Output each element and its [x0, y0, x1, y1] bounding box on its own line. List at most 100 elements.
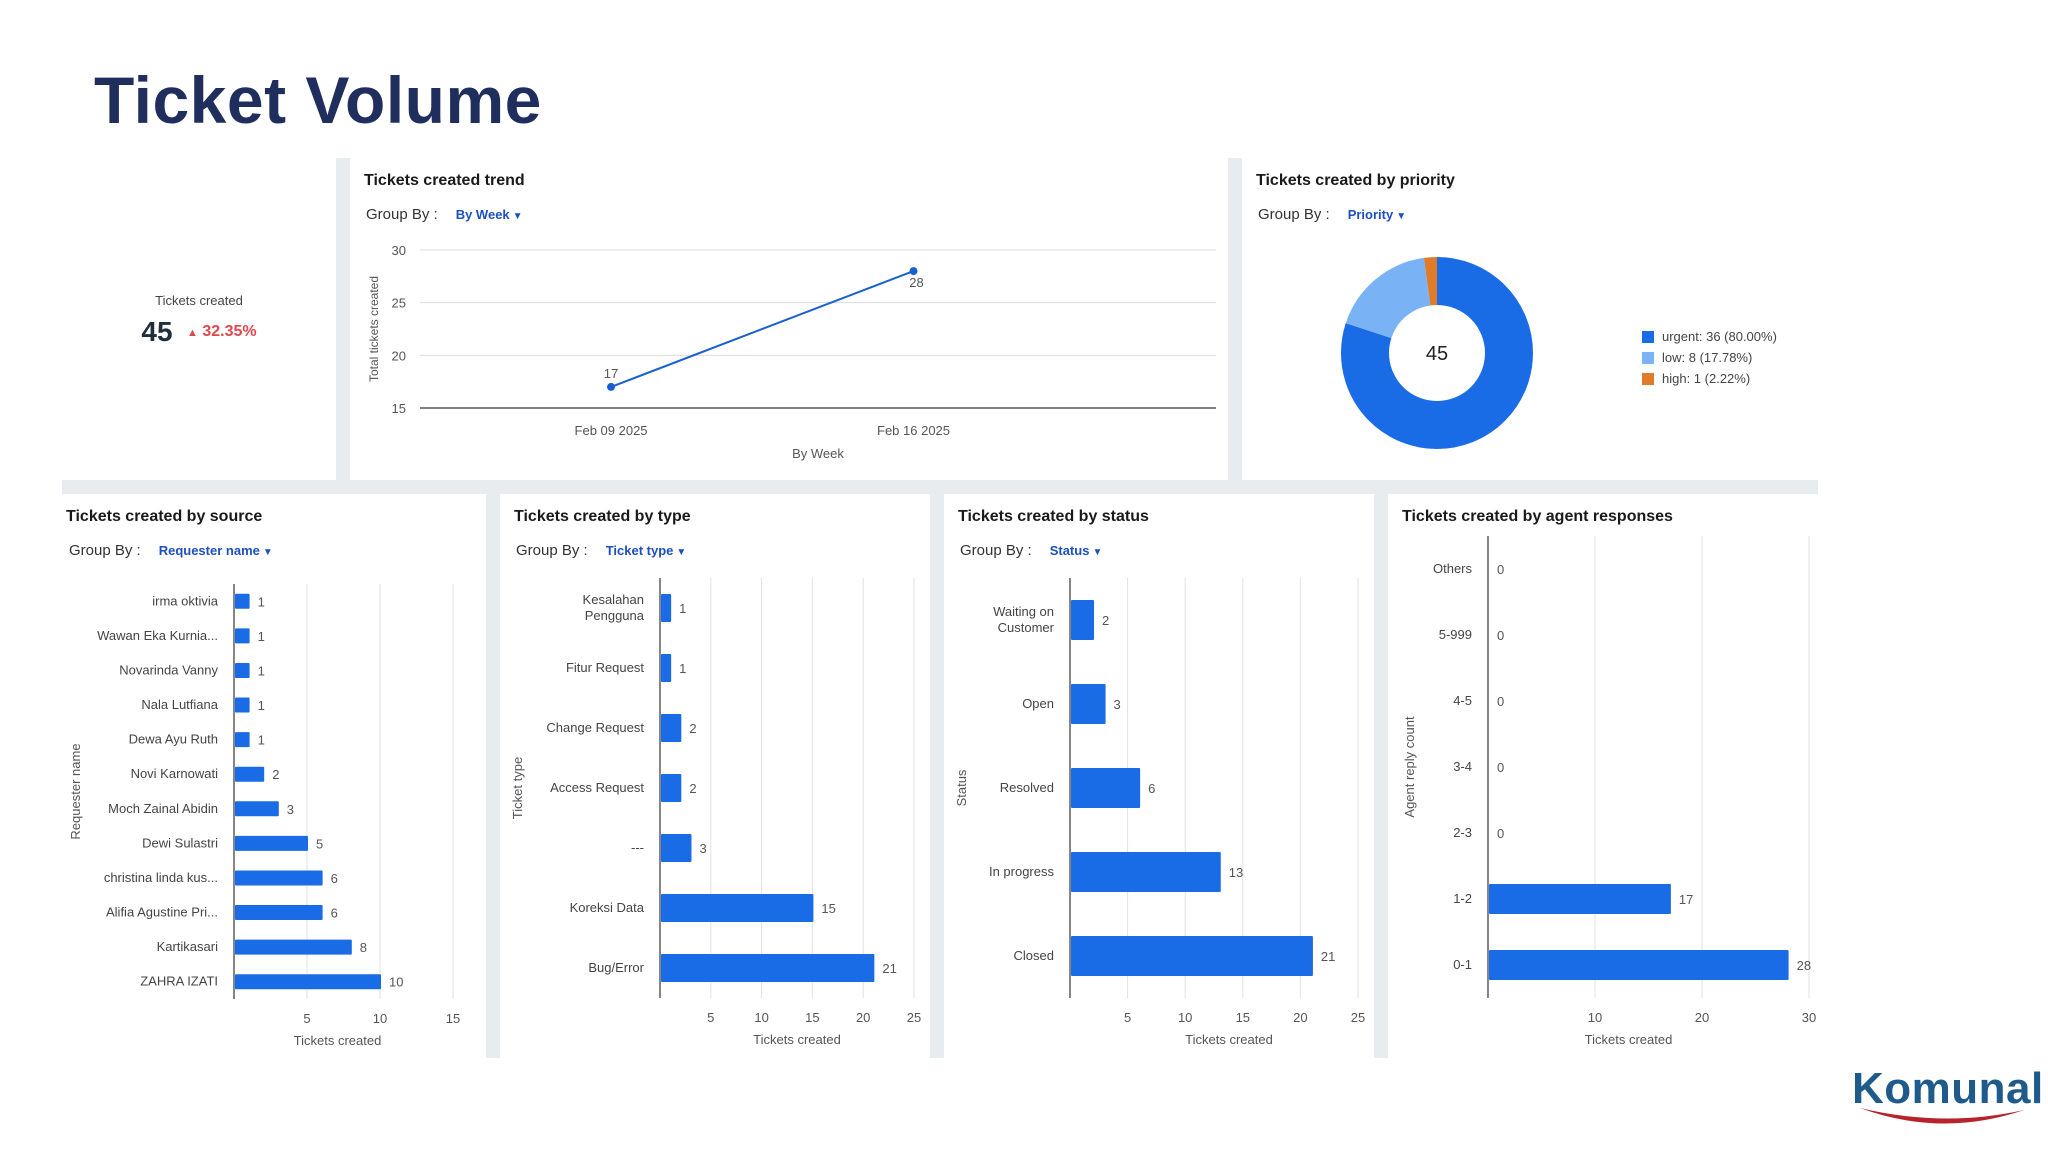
type-groupby-select[interactable]: Ticket type ▼	[606, 543, 687, 558]
bar-value-label: 2	[272, 767, 279, 782]
trend-groupby-select[interactable]: By Week ▼	[456, 207, 523, 222]
bar-value-label: 17	[1679, 892, 1693, 907]
category-label: Open	[1022, 696, 1054, 711]
bar[interactable]	[235, 593, 250, 609]
legend-swatch-urgent	[1642, 330, 1654, 343]
bar[interactable]	[235, 662, 250, 678]
status-groupby: Group By : Status ▼	[960, 542, 1102, 559]
x-tick-label: 10	[1588, 1010, 1602, 1025]
category-label: Wawan Eka Kurnia...	[97, 628, 218, 643]
bar-value-label: 3	[699, 841, 706, 856]
bar-value-label: 21	[882, 961, 896, 976]
bar[interactable]	[235, 732, 250, 748]
trend-groupby: Group By : By Week ▼	[366, 206, 523, 223]
trend-up-icon: ▲	[187, 327, 198, 339]
trend-card: Tickets created trend Group By : By Week ▼…	[350, 158, 1228, 480]
status-groupby-value: Status	[1049, 543, 1090, 558]
source-groupby: Group By : Requester name ▼	[69, 542, 273, 559]
bar[interactable]	[235, 870, 323, 886]
bar[interactable]	[235, 697, 250, 713]
bar[interactable]	[661, 714, 682, 742]
bar[interactable]	[1489, 950, 1789, 980]
bar[interactable]	[661, 654, 672, 682]
status-groupby-select[interactable]: Status ▼	[1050, 543, 1103, 558]
chevron-down-icon: ▼	[676, 547, 687, 558]
category-label: Others	[1433, 561, 1473, 576]
category-label: ---	[631, 840, 644, 855]
category-label: Bug/Error	[588, 960, 644, 975]
legend-swatch-low	[1642, 351, 1654, 364]
bar-value-label: 1	[258, 629, 265, 644]
x-tick-label: 20	[1293, 1010, 1307, 1025]
bar-value-label: 10	[389, 975, 403, 990]
bar[interactable]	[1071, 768, 1141, 808]
groupby-label: Group By :	[516, 542, 588, 559]
source-card: Tickets created by source Group By : Requ…	[62, 494, 486, 1058]
bar-value-label: 6	[1148, 781, 1155, 796]
bar[interactable]	[661, 594, 672, 622]
x-tick-label: 15	[446, 1011, 460, 1026]
bar[interactable]	[235, 766, 265, 782]
bar[interactable]	[235, 801, 279, 817]
bar[interactable]	[235, 905, 323, 921]
bar[interactable]	[235, 835, 308, 851]
y-tick-label: 20	[392, 348, 406, 363]
category-label: Fitur Request	[566, 660, 644, 675]
trend-point[interactable]	[909, 267, 918, 276]
x-axis-label: Tickets created	[1585, 1032, 1673, 1047]
bar[interactable]	[661, 774, 682, 802]
bar[interactable]	[661, 954, 875, 982]
priority-groupby-value: Priority	[1347, 207, 1394, 222]
bar[interactable]	[1071, 600, 1095, 640]
logo-swoosh	[1860, 1108, 2024, 1124]
bar-value-label: 0	[1497, 628, 1504, 643]
bar-value-label: 3	[287, 802, 294, 817]
bar-value-label: 2	[689, 721, 696, 736]
x-tick-label: 5	[1124, 1010, 1131, 1025]
category-label: Novi Karnowati	[131, 766, 219, 781]
kpi-delta-value: 32.35%	[202, 323, 257, 340]
x-tick-label: 25	[1351, 1010, 1365, 1025]
category-label: 3-4	[1453, 759, 1472, 774]
source-groupby-select[interactable]: Requester name ▼	[159, 543, 273, 558]
bar[interactable]	[235, 974, 381, 990]
bar-value-label: 0	[1497, 694, 1504, 709]
category-label: Closed	[1014, 948, 1054, 963]
bar-value-label: 15	[821, 901, 835, 916]
bar-value-label: 13	[1229, 865, 1243, 880]
bar[interactable]	[661, 834, 692, 862]
type-title: Tickets created by type	[514, 508, 691, 525]
y-tick-label: 30	[392, 243, 406, 258]
x-tick-label: 15	[1236, 1010, 1250, 1025]
x-tick-label: 5	[303, 1011, 310, 1026]
donut-slice-high[interactable]	[1341, 257, 1533, 449]
bar[interactable]	[1071, 684, 1106, 724]
status-title: Tickets created by status	[958, 508, 1149, 525]
priority-groupby-select[interactable]: Priority ▼	[1348, 207, 1406, 222]
trend-point[interactable]	[607, 382, 616, 391]
kpi-label: Tickets created	[155, 293, 243, 308]
category-label: christina linda kus...	[104, 870, 218, 885]
bar[interactable]	[1071, 852, 1221, 892]
y-axis-label: Requester name	[68, 743, 83, 839]
donut-center-label: 45	[1426, 343, 1448, 365]
bar-value-label: 0	[1497, 760, 1504, 775]
priority-donut-chart: 45	[1341, 257, 1533, 449]
type-card: Tickets created by type Group By : Ticket…	[500, 494, 930, 1058]
y-tick-label: 25	[392, 296, 406, 311]
bar[interactable]	[1071, 936, 1313, 976]
category-label: irma oktivia	[152, 593, 219, 608]
bar[interactable]	[661, 894, 814, 922]
bar[interactable]	[235, 939, 352, 955]
bar[interactable]	[1489, 884, 1671, 914]
bar[interactable]	[235, 628, 250, 644]
chevron-down-icon: ▼	[1396, 211, 1407, 222]
legend-label-high: high: 1 (2.22%)	[1662, 371, 1751, 386]
category-label: Resolved	[1000, 780, 1054, 795]
priority-groupby: Group By : Priority ▼	[1258, 206, 1406, 223]
x-tick-label: Feb 16 2025	[877, 423, 950, 438]
x-tick-label: 20	[1695, 1010, 1709, 1025]
source-title: Tickets created by source	[66, 508, 263, 525]
agent-bar-chart: 10 20 30 Others 0 5-999 0 4-5 0 3-4 0 2-3 0 1-2 17 0-1 2…	[1402, 536, 1816, 1047]
